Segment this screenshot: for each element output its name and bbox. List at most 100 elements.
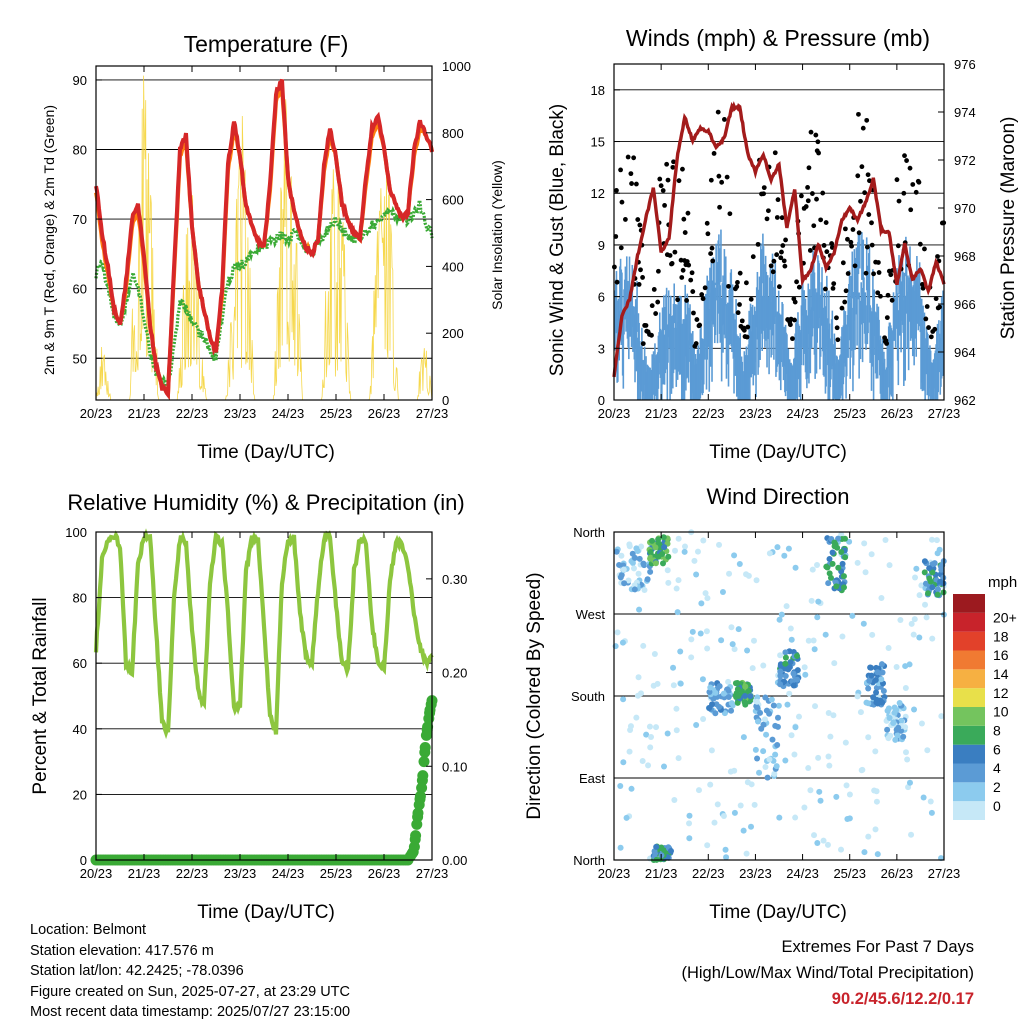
direction-point xyxy=(786,690,793,697)
direction-point xyxy=(702,590,709,597)
direction-point xyxy=(812,703,819,710)
temp-frame xyxy=(95,65,433,401)
direction-point xyxy=(815,598,822,605)
gust-point xyxy=(869,220,874,226)
wind-ytick-label-right: 966 xyxy=(954,297,976,312)
wind-pressure-panel: Winds (mph) & Pressure (mb) Time (Day/UT… xyxy=(547,25,1019,463)
rh-ytick-label-left: 40 xyxy=(73,722,87,737)
direction-point xyxy=(743,850,750,857)
direction-point xyxy=(787,625,794,632)
gust-point xyxy=(842,226,848,232)
gust-point xyxy=(821,243,827,248)
direction-point xyxy=(741,692,748,699)
direction-point xyxy=(761,716,768,723)
direction-point xyxy=(616,561,623,568)
gust-point xyxy=(658,183,664,189)
temp-ytick-label-right: 1000 xyxy=(442,59,471,74)
direction-point xyxy=(643,731,650,738)
wind-ytick-label-left: 0 xyxy=(598,393,605,408)
gust-point xyxy=(782,263,788,269)
direction-point xyxy=(840,573,847,580)
wind-ytick-label-left: 6 xyxy=(598,290,605,305)
gust-point xyxy=(737,270,743,276)
gust-point xyxy=(734,284,740,290)
direction-point xyxy=(766,710,773,717)
dir-xtick-label: 22/23 xyxy=(692,866,725,881)
direction-point xyxy=(764,774,771,781)
direction-point xyxy=(790,670,797,677)
gust-point xyxy=(923,316,929,322)
direction-point xyxy=(744,779,751,786)
wind-ytick-label-left: 9 xyxy=(598,238,605,253)
direction-point xyxy=(760,748,767,755)
direction-point xyxy=(839,560,846,567)
direction-point xyxy=(885,644,892,651)
direction-point xyxy=(677,680,684,687)
gust-point xyxy=(750,254,756,260)
direction-point xyxy=(838,549,845,556)
direction-point xyxy=(673,705,680,712)
direction-point xyxy=(885,735,892,742)
direction-point xyxy=(619,639,626,646)
gust-point xyxy=(618,245,624,251)
direction-point xyxy=(629,560,636,567)
direction-point xyxy=(686,820,693,827)
humidity-line xyxy=(93,528,434,740)
gust-point xyxy=(924,304,930,309)
gust-point xyxy=(798,193,804,199)
direction-point xyxy=(911,706,918,713)
direction-point xyxy=(631,554,638,561)
direction-point xyxy=(721,710,728,717)
direction-point xyxy=(659,560,666,567)
direction-point xyxy=(902,684,909,691)
humidity-ylabel-left: Percent & Total Rainfall xyxy=(30,597,51,794)
direction-point xyxy=(725,694,732,701)
direction-point xyxy=(827,574,834,581)
colorbar-title: mph xyxy=(988,574,1017,591)
direction-point xyxy=(822,631,829,638)
direction-point xyxy=(772,751,779,758)
gust-point xyxy=(871,271,876,277)
direction-point xyxy=(700,537,707,544)
temp-ytick-label-right: 800 xyxy=(442,126,464,141)
gust-point xyxy=(660,188,666,193)
direction-point xyxy=(711,819,718,826)
gust-point xyxy=(679,275,685,280)
direction-point xyxy=(831,660,838,667)
direction-point xyxy=(777,672,784,679)
direction-point xyxy=(810,637,817,644)
direction-point xyxy=(937,578,944,585)
colorbar-swatch xyxy=(953,744,985,764)
direction-point xyxy=(628,785,635,792)
gust-point xyxy=(637,222,643,228)
direction-point xyxy=(826,555,833,562)
gust-point xyxy=(850,227,856,232)
direction-point xyxy=(660,534,667,541)
gust-point xyxy=(628,171,634,177)
direction-point xyxy=(929,584,936,591)
gust-point xyxy=(739,318,745,324)
direction-point xyxy=(860,620,867,627)
direction-point xyxy=(731,767,738,774)
direction-point xyxy=(921,569,928,576)
colorbar-label: 14 xyxy=(993,666,1009,682)
gust-point xyxy=(885,292,891,298)
temp-ytick-label-right: 0 xyxy=(442,393,449,408)
direction-point xyxy=(694,548,701,555)
temp-xtick-label: 22/23 xyxy=(176,406,209,421)
direction-point xyxy=(673,727,680,734)
colorbar-swatch xyxy=(953,594,985,613)
direction-point xyxy=(794,652,801,659)
direction-point xyxy=(697,630,704,637)
direction-point xyxy=(873,699,880,706)
direction-point xyxy=(635,674,642,681)
direction-point xyxy=(644,576,651,583)
gust-point xyxy=(771,258,777,264)
station-info: Location: Belmont Station elevation: 417… xyxy=(30,920,350,1023)
gust-point xyxy=(878,293,883,299)
gust-point xyxy=(772,150,778,156)
gust-point xyxy=(748,296,754,302)
direction-point xyxy=(820,837,827,844)
rh-xtick-label: 20/23 xyxy=(80,866,113,881)
direction-point xyxy=(792,814,799,821)
